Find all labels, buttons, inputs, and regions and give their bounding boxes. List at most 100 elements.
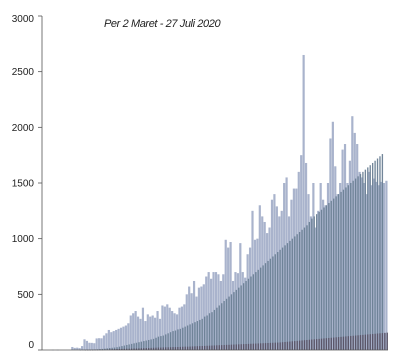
deaths-bar <box>157 347 160 350</box>
cases-bar <box>85 340 89 350</box>
deaths-bar <box>113 349 116 350</box>
deaths-bar <box>323 338 325 350</box>
cases-bar <box>273 194 276 350</box>
recovered-bar <box>240 285 242 350</box>
recovered-bar <box>277 252 279 350</box>
recovered-bar <box>169 332 172 350</box>
deaths-bar <box>174 347 177 350</box>
cases-bar <box>378 185 381 350</box>
deaths-bar <box>279 342 281 350</box>
cases-series <box>51 54 388 351</box>
deaths-bar <box>289 341 291 350</box>
cases-bar <box>375 181 378 350</box>
cases-bar <box>192 280 196 350</box>
cases-bar <box>102 335 106 350</box>
deaths-bar <box>345 336 347 350</box>
deaths-bar <box>233 344 235 350</box>
recovered-bar <box>294 236 296 350</box>
recovered-bar <box>225 298 228 350</box>
deaths-bar <box>203 345 206 350</box>
deaths-bar <box>337 337 340 350</box>
recovered-bar <box>367 167 369 350</box>
deaths-bar <box>384 332 386 350</box>
cases-bar <box>158 318 162 350</box>
recovered-bar <box>165 334 167 350</box>
cases-bar <box>173 313 176 350</box>
recovered-bar <box>362 171 364 350</box>
deaths-bar <box>130 348 133 350</box>
recovered-bar <box>230 294 233 350</box>
deaths-bar <box>296 340 298 350</box>
deaths-bar <box>247 343 250 350</box>
deaths-bar <box>165 347 167 350</box>
deaths-bar <box>223 344 225 350</box>
cases-bar <box>358 171 361 350</box>
recovered-bar <box>99 349 101 350</box>
recovered-bar <box>269 258 272 350</box>
y-tick-label: 1500 <box>12 179 35 190</box>
cases-bar <box>382 183 386 350</box>
cases-bar <box>300 155 303 350</box>
cases-bar <box>202 284 205 350</box>
deaths-bar <box>240 344 242 350</box>
deaths-bar <box>194 346 196 350</box>
cases-bar <box>136 316 140 350</box>
cases-bar <box>351 116 354 350</box>
deaths-bar <box>167 347 169 350</box>
cases-bar <box>122 326 125 350</box>
cases-bar <box>266 233 269 350</box>
recovered-bar <box>128 344 130 350</box>
cases-bar <box>224 239 227 350</box>
deaths-bar <box>257 343 259 350</box>
deaths-bar <box>118 348 121 350</box>
deaths-bar <box>371 333 374 350</box>
recovered-bar <box>143 341 145 350</box>
recovered-bar <box>374 160 376 350</box>
cases-bar <box>353 132 356 350</box>
deaths-bar <box>191 346 194 350</box>
recovered-bar <box>223 301 225 350</box>
cases-bar <box>236 273 239 350</box>
deaths-bar <box>294 341 296 350</box>
cases-bar <box>270 199 274 350</box>
deaths-bar <box>182 346 184 350</box>
deaths-bar <box>138 348 140 350</box>
deaths-bar <box>128 348 130 350</box>
deaths-bar <box>272 342 274 350</box>
deaths-bar <box>340 336 342 350</box>
recovered-bar <box>203 316 206 350</box>
deaths-bar <box>281 342 284 350</box>
cases-bar <box>334 166 337 350</box>
cases-bar <box>98 338 101 350</box>
cases-bar <box>175 314 179 350</box>
recovered-bar <box>259 267 262 350</box>
cases-bar <box>322 199 325 350</box>
recovered-bar <box>347 185 349 350</box>
deaths-bar <box>277 342 279 350</box>
deaths-bar <box>374 333 376 350</box>
cases-bar <box>227 247 230 350</box>
recovered-bar <box>189 324 191 350</box>
recovered-bar <box>147 339 150 350</box>
cases-bar <box>93 343 96 350</box>
cases-bar <box>341 149 344 350</box>
deaths-bar <box>330 337 332 350</box>
recovered-bar <box>274 254 276 350</box>
deaths-bar <box>230 344 233 350</box>
cases-bar <box>263 221 266 350</box>
recovered-bar <box>357 176 359 350</box>
recovered-bar <box>167 333 169 350</box>
recovered-bar <box>247 278 250 350</box>
cases-bar <box>346 183 349 350</box>
y-tick-label: 1000 <box>12 234 35 245</box>
deaths-bar <box>264 343 267 350</box>
deaths-series <box>84 332 388 351</box>
deaths-bar <box>250 343 252 350</box>
cases-bar <box>370 185 373 350</box>
deaths-bar <box>362 334 364 350</box>
recovered-bar <box>199 319 201 350</box>
deaths-bar <box>155 347 157 350</box>
deaths-bar <box>255 343 257 350</box>
